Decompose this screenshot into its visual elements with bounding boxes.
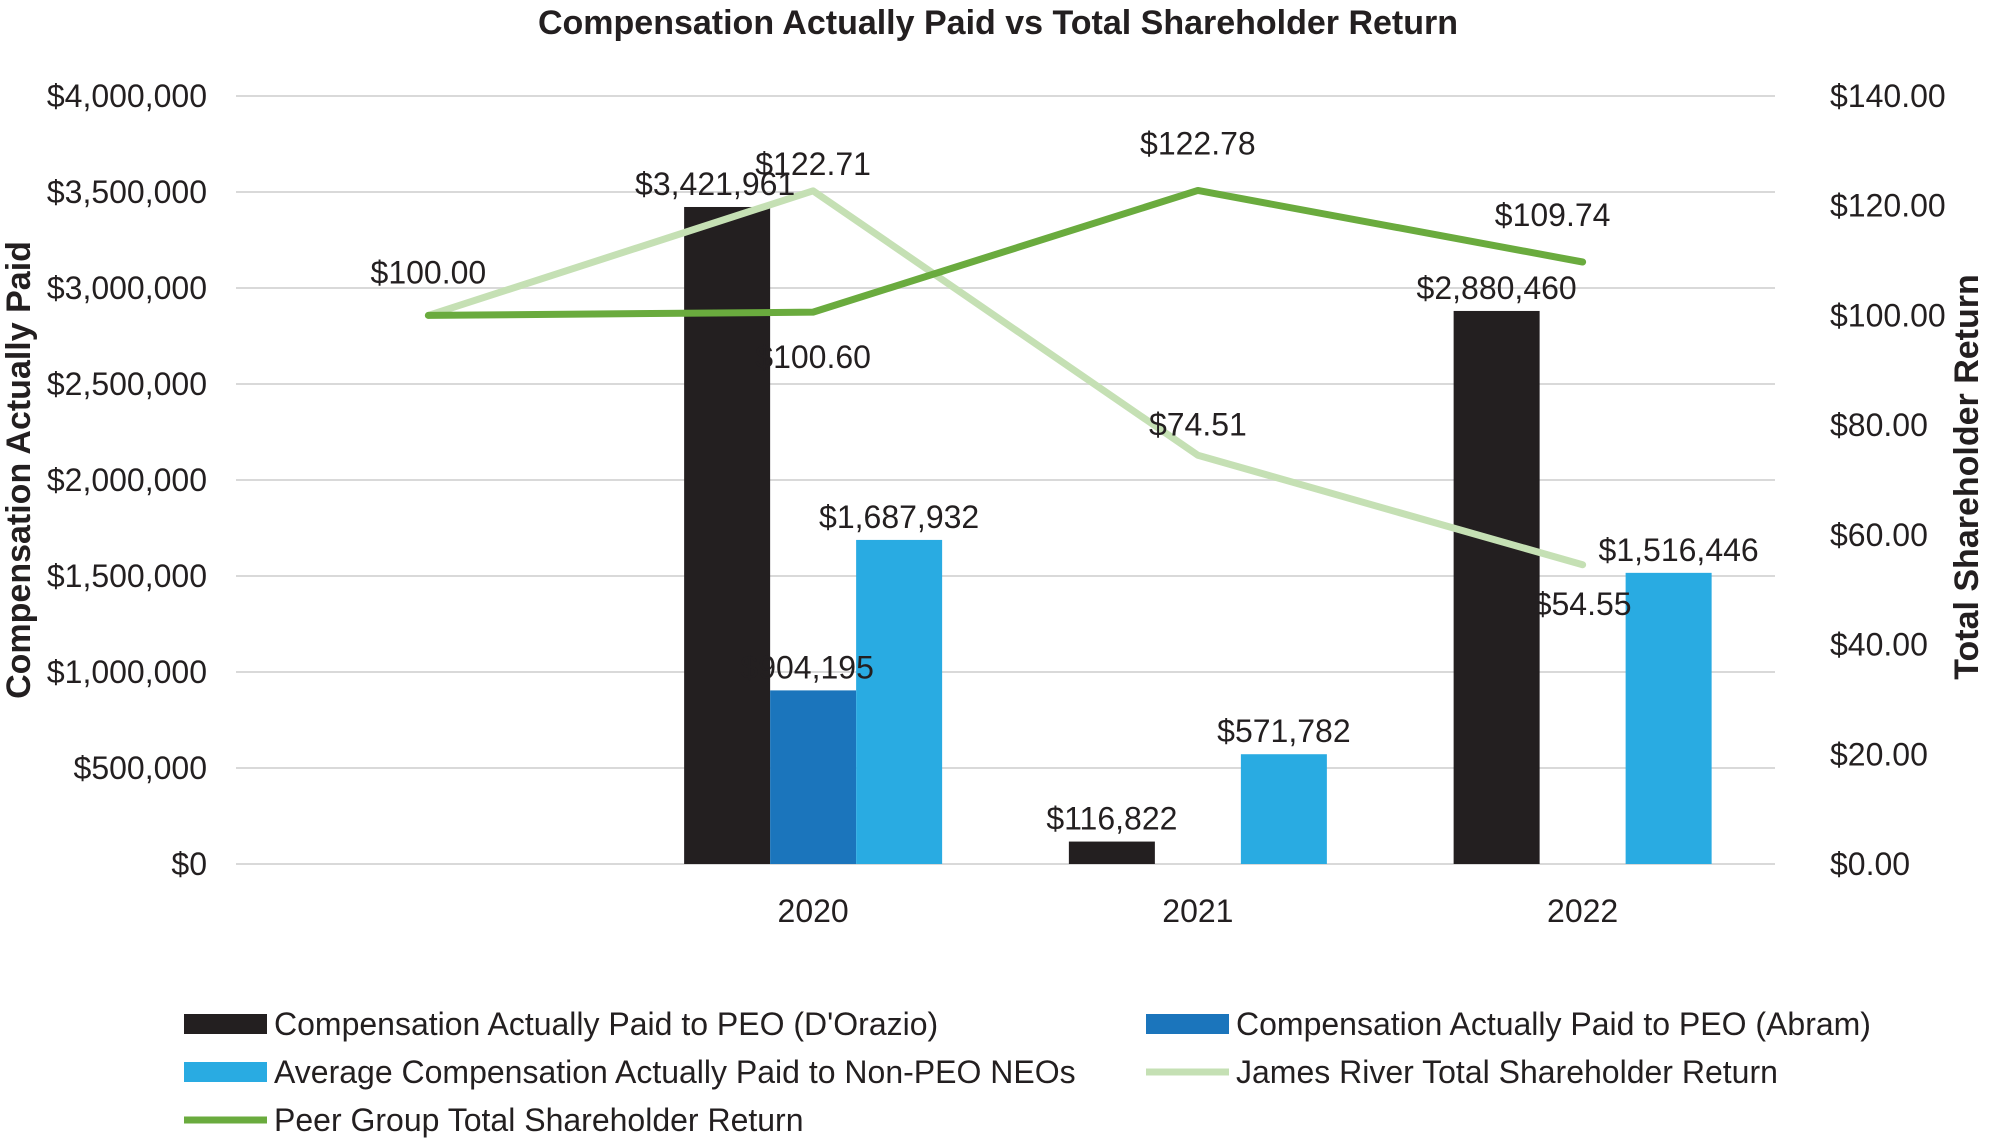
bars [684, 206, 1712, 865]
bar-data-label: $904,195 [740, 649, 873, 685]
left-tick-label: $2,500,000 [47, 366, 207, 402]
line-data-label: $122.78 [1140, 125, 1256, 161]
right-tick-label: $20.00 [1830, 736, 1928, 772]
right-tick-label: $60.00 [1830, 517, 1928, 553]
right-tick-label: $120.00 [1830, 188, 1946, 224]
bar-compensation-actually-paid-to-peo-d-orazio-2022 [1453, 310, 1540, 865]
left-tick-label: $1,500,000 [47, 558, 207, 594]
line-data-label: $122.71 [755, 146, 871, 182]
line-data-label: $74.51 [1149, 406, 1247, 442]
bar-compensation-actually-paid-to-peo-abram-2020 [770, 690, 857, 864]
bar-compensation-actually-paid-to-peo-d-orazio-2021 [1068, 841, 1155, 864]
line-data-label: $54.55 [1534, 586, 1632, 622]
legend-label: Average Compensation Actually Paid to No… [274, 1054, 1076, 1090]
bar-average-compensation-actually-paid-to-non-peo-neos-2020 [856, 539, 943, 864]
bar-average-compensation-actually-paid-to-non-peo-neos-2022 [1625, 572, 1712, 864]
x-tick-label: 2020 [778, 893, 849, 929]
right-tick-label: $100.00 [1830, 297, 1946, 333]
left-y-axis: $0 $500,000 $1,000,000 $1,500,000 $2,000,000… [47, 78, 207, 882]
right-tick-label: $0.00 [1830, 846, 1910, 882]
bar-data-label: $116,822 [1046, 801, 1177, 837]
legend-swatch [184, 1014, 267, 1034]
bar-data-label: $1,516,446 [1599, 532, 1759, 568]
legend: Compensation Actually Paid to PEO (D'Ora… [184, 1006, 1871, 1138]
data-labels: $3,421,961 $116,822 $2,880,460 $904,195 $1,6… [371, 125, 1759, 836]
left-tick-label: $3,500,000 [47, 174, 207, 210]
legend-item-peer-group-total-shareholder-return: Peer Group Total Shareholder Return [184, 1102, 804, 1138]
x-tick-label: 2021 [1162, 893, 1233, 929]
left-tick-label: $1,000,000 [47, 654, 207, 690]
line-data-label: $100.60 [755, 339, 871, 375]
left-y-axis-title: Compensation Actually Paid [0, 241, 38, 699]
legend-label: Peer Group Total Shareholder Return [274, 1102, 804, 1138]
legend-item-compensation-actually-paid-to-peo-d-orazio: Compensation Actually Paid to PEO (D'Ora… [184, 1006, 938, 1042]
bar-average-compensation-actually-paid-to-non-peo-neos-2021 [1240, 754, 1327, 864]
gridlines [236, 95, 1775, 865]
right-y-axis-title: Total Shareholder Return [1948, 274, 1986, 680]
legend-item-james-river-total-shareholder-return: James River Total Shareholder Return [1146, 1054, 1778, 1090]
legend-item-compensation-actually-paid-to-peo-abram: Compensation Actually Paid to PEO (Abram… [1146, 1006, 1871, 1042]
right-tick-label: $140.00 [1830, 78, 1946, 114]
legend-label: Compensation Actually Paid to PEO (Abram… [1236, 1006, 1871, 1042]
right-y-axis: $0.00 $20.00 $40.00 $60.00 $80.00 $100.00 $120… [1830, 78, 1946, 882]
legend-item-average-compensation-actually-paid-to-non-peo-neos: Average Compensation Actually Paid to No… [184, 1054, 1076, 1090]
legend-label: James River Total Shareholder Return [1236, 1054, 1778, 1090]
left-tick-label: $0 [171, 846, 207, 882]
bar-data-label: $571,782 [1217, 713, 1350, 749]
lines [424, 186, 1587, 569]
left-tick-label: $2,000,000 [47, 462, 207, 498]
x-tick-label: 2022 [1547, 893, 1618, 929]
legend-swatch [1146, 1014, 1229, 1034]
chart-title: Compensation Actually Paid vs Total Shar… [538, 4, 1458, 42]
bar-data-label: $2,880,460 [1417, 270, 1577, 306]
legend-label: Compensation Actually Paid to PEO (D'Ora… [274, 1006, 938, 1042]
line-data-label: $100.00 [371, 254, 487, 290]
bar-data-label: $1,687,932 [819, 499, 979, 535]
line-peer-group-total-shareholder-return [424, 186, 1587, 319]
bar-data-label: $3,421,961 [635, 166, 795, 202]
x-axis: 2020 2021 2022 [778, 893, 1619, 929]
line-james-river-total-shareholder-return [424, 187, 1587, 569]
right-tick-label: $80.00 [1830, 407, 1928, 443]
line-data-label: $109.74 [1495, 197, 1611, 233]
right-tick-label: $40.00 [1830, 627, 1928, 663]
left-tick-label: $500,000 [74, 750, 207, 786]
left-tick-label: $4,000,000 [47, 78, 207, 114]
legend-swatch [184, 1062, 267, 1082]
left-tick-label: $3,000,000 [47, 270, 207, 306]
bar-compensation-actually-paid-to-peo-d-orazio-2020 [684, 206, 771, 864]
